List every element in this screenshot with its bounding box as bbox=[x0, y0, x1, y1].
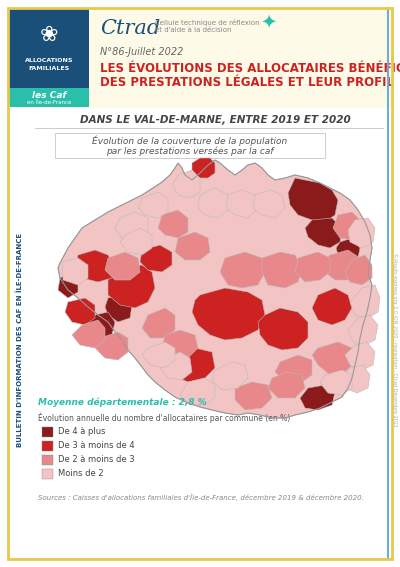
Bar bbox=[42, 441, 53, 451]
Polygon shape bbox=[333, 212, 362, 240]
Polygon shape bbox=[345, 255, 372, 285]
Polygon shape bbox=[226, 190, 258, 218]
Text: et d'aide à la décision: et d'aide à la décision bbox=[155, 27, 232, 33]
Polygon shape bbox=[312, 342, 355, 375]
Text: Ctrad: Ctrad bbox=[100, 19, 160, 37]
Polygon shape bbox=[120, 228, 152, 255]
Text: BULLETIN D'INFORMATION DES CAF EN ÎLE-DE-FRANCE: BULLETIN D'INFORMATION DES CAF EN ÎLE-DE… bbox=[17, 233, 23, 447]
Bar bbox=[9, 8, 391, 108]
Text: Cellule technique de réflexion: Cellule technique de réflexion bbox=[155, 19, 260, 26]
Polygon shape bbox=[162, 330, 198, 358]
Text: Sources : Caisses d'allocations familiales d'Île-de-France, décembre 2019 & déce: Sources : Caisses d'allocations familial… bbox=[38, 493, 364, 501]
Polygon shape bbox=[342, 365, 370, 393]
Polygon shape bbox=[140, 245, 172, 272]
Polygon shape bbox=[192, 288, 265, 340]
Bar bbox=[42, 427, 53, 437]
Polygon shape bbox=[348, 218, 375, 248]
Text: LES ÉVOLUTIONS DES ALLOCATAIRES BÉNÉFICIANT: LES ÉVOLUTIONS DES ALLOCATAIRES BÉNÉFICI… bbox=[100, 61, 400, 74]
Polygon shape bbox=[345, 342, 375, 370]
Polygon shape bbox=[212, 362, 248, 390]
Text: ©Atouts express.org 2.0 IGN 2020 - réalisation : Ctrad Décembre 2021: ©Atouts express.org 2.0 IGN 2020 - réali… bbox=[392, 253, 398, 427]
Polygon shape bbox=[275, 355, 312, 382]
Bar bbox=[42, 455, 53, 465]
Polygon shape bbox=[192, 158, 215, 178]
Polygon shape bbox=[295, 252, 330, 282]
Polygon shape bbox=[108, 265, 155, 308]
Polygon shape bbox=[262, 252, 302, 288]
Polygon shape bbox=[312, 288, 352, 325]
Bar bbox=[55, 133, 325, 158]
Text: DES PRESTATIONS LÉGALES ET LEUR PROFIL: DES PRESTATIONS LÉGALES ET LEUR PROFIL bbox=[100, 75, 394, 88]
Text: Moyenne départementale : 2,8 %: Moyenne départementale : 2,8 % bbox=[38, 397, 207, 407]
Polygon shape bbox=[58, 272, 78, 298]
Polygon shape bbox=[172, 170, 200, 198]
Polygon shape bbox=[220, 252, 265, 288]
Text: N°86-Juillet 2022: N°86-Juillet 2022 bbox=[100, 47, 183, 57]
Polygon shape bbox=[336, 238, 360, 260]
Text: De 4 à plus: De 4 à plus bbox=[58, 428, 106, 437]
Polygon shape bbox=[180, 378, 215, 405]
Text: FAMILIALES: FAMILIALES bbox=[28, 66, 70, 70]
Polygon shape bbox=[58, 160, 372, 418]
Text: ❀: ❀ bbox=[40, 25, 58, 45]
Text: DANS LE VAL-DE-MARNE, ENTRE 2019 ET 2020: DANS LE VAL-DE-MARNE, ENTRE 2019 ET 2020 bbox=[80, 115, 350, 125]
Bar bbox=[9, 9, 89, 88]
Text: Moins de 2: Moins de 2 bbox=[58, 469, 104, 479]
Polygon shape bbox=[253, 190, 285, 218]
Polygon shape bbox=[158, 210, 188, 238]
Polygon shape bbox=[142, 308, 175, 338]
Polygon shape bbox=[160, 352, 192, 380]
Polygon shape bbox=[235, 382, 272, 410]
Polygon shape bbox=[320, 370, 352, 395]
Polygon shape bbox=[72, 320, 105, 348]
Text: en Île-de-France: en Île-de-France bbox=[27, 100, 71, 105]
Text: De 2 à moins de 3: De 2 à moins de 3 bbox=[58, 455, 135, 464]
Text: par les prestations versées par la caf: par les prestations versées par la caf bbox=[106, 146, 274, 156]
Polygon shape bbox=[75, 250, 115, 282]
Polygon shape bbox=[348, 315, 378, 345]
Polygon shape bbox=[288, 178, 338, 222]
Polygon shape bbox=[65, 298, 95, 325]
Polygon shape bbox=[88, 312, 115, 338]
Polygon shape bbox=[142, 342, 175, 368]
Polygon shape bbox=[105, 295, 132, 322]
Polygon shape bbox=[105, 252, 140, 280]
Text: Évolution annuelle du nombre d'allocataires par commune (en %): Évolution annuelle du nombre d'allocatai… bbox=[38, 413, 290, 423]
Text: ✦: ✦ bbox=[260, 12, 276, 32]
Polygon shape bbox=[258, 308, 308, 350]
Text: De 3 à moins de 4: De 3 à moins de 4 bbox=[58, 442, 135, 451]
Bar bbox=[9, 88, 89, 107]
Polygon shape bbox=[268, 372, 305, 398]
Text: Évolution de la couverture de la population: Évolution de la couverture de la populat… bbox=[92, 136, 288, 146]
Text: ALLOCATIONS: ALLOCATIONS bbox=[25, 57, 73, 62]
Polygon shape bbox=[350, 285, 380, 318]
Polygon shape bbox=[62, 258, 88, 285]
Polygon shape bbox=[175, 232, 210, 260]
Polygon shape bbox=[95, 332, 128, 360]
Polygon shape bbox=[198, 188, 228, 218]
Polygon shape bbox=[165, 348, 215, 382]
Polygon shape bbox=[115, 212, 148, 240]
Polygon shape bbox=[300, 385, 335, 410]
Polygon shape bbox=[325, 250, 360, 280]
Text: les Caf: les Caf bbox=[32, 91, 66, 99]
Bar bbox=[42, 469, 53, 479]
Polygon shape bbox=[138, 192, 168, 218]
Polygon shape bbox=[305, 218, 342, 248]
